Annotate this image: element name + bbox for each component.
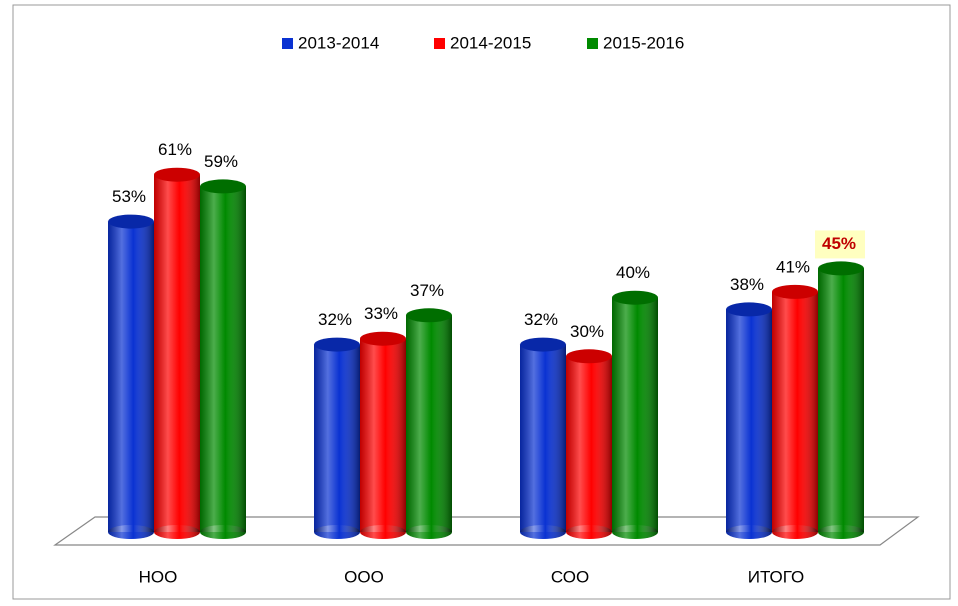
floor [53, 516, 920, 546]
x-tick-label: ООО [344, 567, 384, 586]
bar-shade [726, 309, 772, 532]
bar-top [154, 167, 200, 182]
data-label: 53% [112, 187, 146, 206]
legend-swatch [434, 38, 445, 49]
bar-shade [818, 268, 864, 532]
bar-top [314, 337, 360, 352]
bar-bottom-shade [200, 525, 246, 539]
data-label: 40% [616, 263, 650, 282]
bar [818, 261, 864, 539]
bar-top [360, 331, 406, 346]
label-highlight [815, 230, 865, 259]
data-label: 41% [776, 257, 810, 276]
bar [726, 302, 772, 539]
bar-shade [200, 186, 246, 532]
bar-bottom-shade [566, 525, 612, 539]
legend-swatch [282, 38, 293, 49]
bar-bottom-shade [154, 525, 200, 539]
bar [154, 167, 200, 539]
bar-shade [154, 174, 200, 532]
bar-shade [612, 297, 658, 532]
bar [200, 179, 246, 539]
bar-top [200, 179, 246, 194]
bar [566, 349, 612, 539]
legend-label: 2014-2015 [450, 33, 531, 52]
bar-shade [520, 344, 566, 532]
legend-label: 2015-2016 [603, 33, 684, 52]
bar-top [726, 302, 772, 317]
bar [772, 284, 818, 539]
bar-bottom-shade [314, 525, 360, 539]
bar [108, 214, 154, 539]
legend-swatch [587, 38, 598, 49]
data-label: 59% [204, 152, 238, 171]
bar-top [406, 308, 452, 323]
bar-bottom-shade [360, 525, 406, 539]
bar-top [108, 214, 154, 229]
bar-bottom-shade [726, 525, 772, 539]
data-label: 37% [410, 281, 444, 300]
bar-top [520, 337, 566, 352]
bar [612, 290, 658, 539]
data-label: 61% [158, 140, 192, 159]
x-tick-label: ИТОГО [748, 567, 805, 586]
data-label: 32% [318, 310, 352, 329]
bar-bottom-shade [406, 525, 452, 539]
bar-shade [360, 338, 406, 532]
bar-bottom-shade [612, 525, 658, 539]
bar [406, 308, 452, 539]
bar [360, 331, 406, 539]
data-label: 45% [822, 234, 856, 253]
bar [520, 337, 566, 539]
bar-bottom-shade [520, 525, 566, 539]
data-label: 33% [364, 304, 398, 323]
x-tick-label: СОО [551, 567, 589, 586]
bar-shade [566, 356, 612, 532]
bar-top [566, 349, 612, 364]
bar-shade [314, 344, 360, 532]
bar-bottom-shade [772, 525, 818, 539]
bar-shade [772, 291, 818, 532]
data-label: 30% [570, 322, 604, 341]
bar [314, 337, 360, 539]
x-tick-label: НОО [139, 567, 178, 586]
bar-shade [406, 315, 452, 532]
bar-bottom-shade [818, 525, 864, 539]
data-label: 32% [524, 310, 558, 329]
bar-top [818, 261, 864, 276]
bar-bottom-shade [108, 525, 154, 539]
legend-label: 2013-2014 [298, 33, 379, 52]
data-label: 38% [730, 275, 764, 294]
bar-top [772, 284, 818, 299]
bar-shade [108, 221, 154, 533]
bar-top [612, 290, 658, 305]
